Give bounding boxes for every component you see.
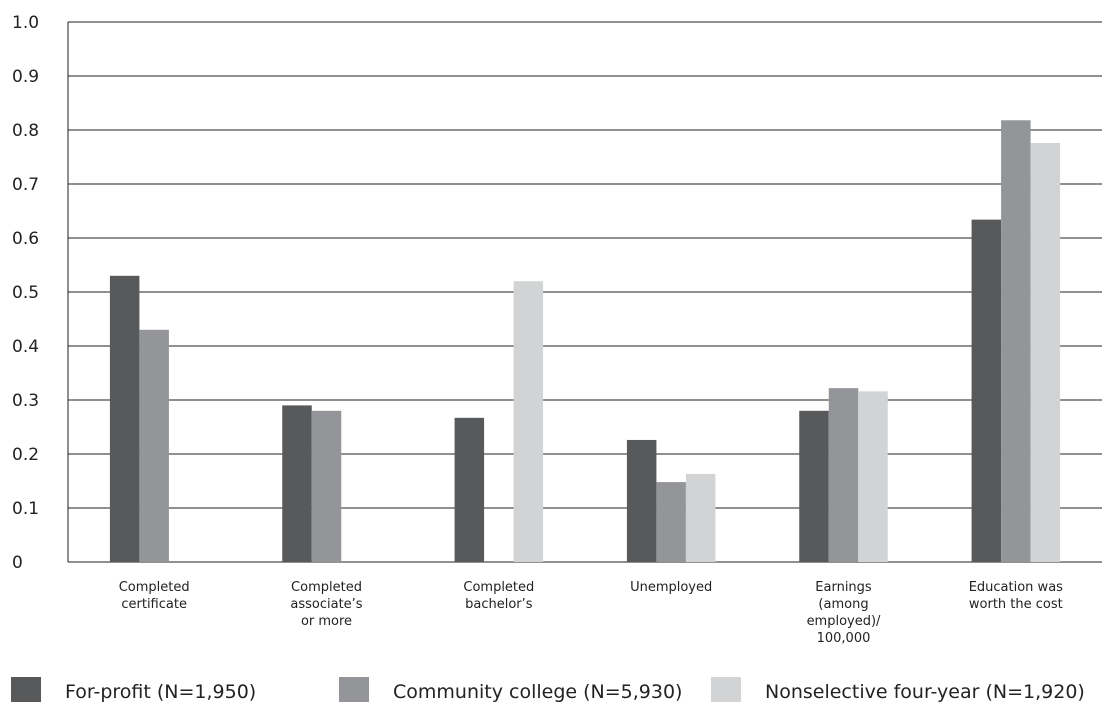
bar: [282, 405, 312, 562]
y-tick-label: 0.8: [12, 121, 39, 141]
legend-label: Nonselective four-year (N=1,920): [765, 681, 1085, 702]
bar: [656, 482, 686, 562]
legend-label: Community college (N=5,930): [393, 681, 682, 702]
bar: [1031, 143, 1061, 562]
x-category-label: Completed certificate: [119, 580, 190, 612]
y-tick-label: 0.2: [12, 445, 39, 465]
y-tick-label: 0: [12, 553, 23, 573]
legend: For-profit (N=1,950) Community college (N…: [11, 677, 1085, 702]
legend-swatch: [711, 677, 741, 702]
bar: [139, 330, 169, 562]
bar: [972, 220, 1002, 562]
y-tick-label: 1.0: [12, 13, 39, 33]
y-tick-label: 0.7: [12, 175, 39, 195]
legend-swatch: [339, 677, 369, 702]
bar: [312, 411, 342, 562]
x-axis: Completed certificate Completed associate’s…: [119, 580, 1063, 646]
bar: [858, 391, 888, 562]
y-tick-label: 0.4: [12, 337, 39, 357]
bar: [627, 440, 657, 562]
bar: [455, 418, 485, 562]
y-tick-label: 0.3: [12, 391, 39, 411]
x-category-label: Education was worth the cost: [969, 580, 1063, 612]
legend-label: For-profit (N=1,950): [65, 681, 256, 702]
bar: [514, 281, 544, 562]
x-category-label: Unemployed: [630, 580, 712, 595]
bars: [110, 120, 1060, 562]
bar: [686, 474, 716, 562]
bar: [799, 411, 829, 562]
bar: [1001, 120, 1030, 562]
bar: [110, 276, 139, 562]
y-axis: 0 0.1 0.2 0.3 0.4 0.5 0.6 0.7 0.8 0.9 1.0: [12, 13, 68, 573]
x-category-label: Completed associate’s or more: [290, 580, 362, 629]
gridlines: [68, 22, 1102, 562]
bar: [829, 388, 859, 562]
y-tick-label: 0.9: [12, 67, 39, 87]
legend-swatch: [11, 677, 41, 702]
x-category-label: Completed bachelor’s: [463, 580, 534, 612]
y-tick-label: 0.5: [12, 283, 39, 303]
y-tick-label: 0.1: [12, 499, 39, 519]
y-tick-label: 0.6: [12, 229, 39, 249]
x-category-label: Earnings (among employed)/100,000: [807, 580, 881, 646]
